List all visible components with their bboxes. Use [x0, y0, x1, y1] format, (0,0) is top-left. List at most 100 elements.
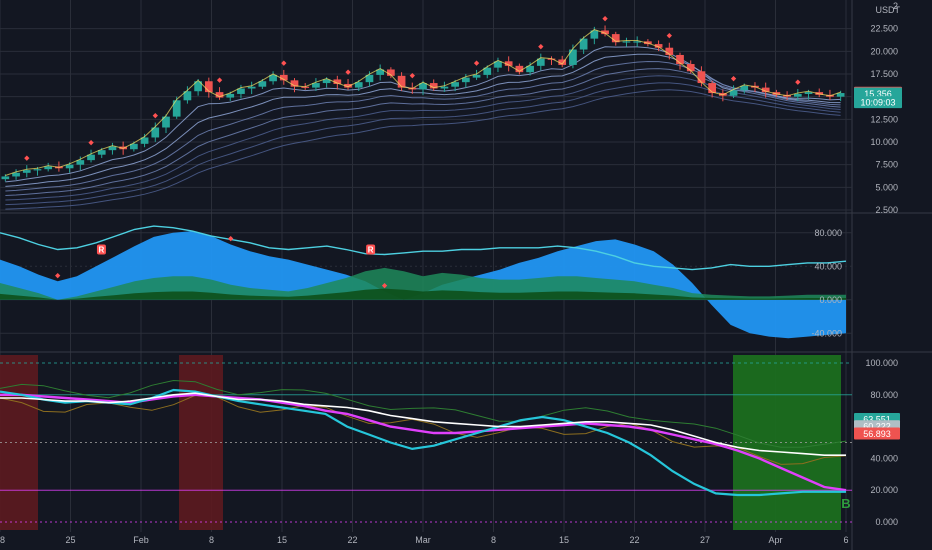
- candle-body-10: [108, 146, 117, 151]
- candle-body-58: [622, 41, 631, 43]
- candle-body-0: [1, 176, 10, 180]
- price-tick-label-5: 12.500: [870, 114, 898, 124]
- candle-body-75: [804, 92, 813, 94]
- osc-blue-area: [0, 231, 846, 339]
- price-tick-label-1: 22.500: [870, 24, 898, 34]
- candle-signal-14: ◆: [153, 113, 159, 120]
- candle-body-3: [33, 169, 42, 171]
- candle-signal-50: ◆: [538, 44, 544, 51]
- candle-body-50: [536, 58, 545, 66]
- price-tick-label-6: 10.000: [870, 137, 898, 147]
- candle-body-54: [579, 38, 588, 50]
- candle-body-34: [365, 74, 374, 83]
- candle-body-20: [215, 92, 224, 98]
- candle-body-18: [194, 81, 202, 92]
- osc-r-marker-1: R: [368, 246, 374, 255]
- date-tick-label-8: 15: [559, 535, 569, 545]
- candle-body-45: [483, 67, 492, 75]
- rsi-teal-line: [0, 388, 846, 497]
- candle-body-25: [269, 74, 277, 82]
- candle-body-35: [376, 69, 385, 75]
- candle-body-13: [140, 137, 149, 144]
- candle-body-33: [354, 82, 363, 88]
- candle-body-56: [601, 30, 609, 35]
- candle-signal-56: ◆: [602, 15, 608, 22]
- candle-body-71: [761, 87, 770, 93]
- price-tick-label-3: 17.500: [870, 69, 898, 79]
- rsi-white-line: [0, 392, 846, 457]
- candle-signal-2: ◆: [24, 155, 30, 162]
- date-tick-label-1: 25: [65, 535, 75, 545]
- price-tick-label-7: 7.500: [875, 160, 898, 170]
- osc-tick-label-1: 40.000: [814, 261, 842, 271]
- candle-body-23: [247, 86, 256, 89]
- oscillator-pane[interactable]: ◆ ◆ ◆ R R 80.000 40.000 0.000 -40.000: [0, 225, 852, 339]
- currency-label: USDT: [876, 5, 901, 15]
- candle-body-68: [729, 90, 738, 96]
- price-tick-label-0: 2: [893, 1, 898, 11]
- candle-body-62: [665, 47, 674, 55]
- candle-body-15: [162, 116, 170, 128]
- osc-tick-label-3: -40.000: [811, 328, 842, 338]
- candle-body-17: [183, 91, 192, 101]
- candle-body-78: [836, 93, 845, 97]
- rsi-pane[interactable]: B: [0, 355, 852, 530]
- candle-signal-44: ◆: [474, 60, 480, 67]
- rsi-thin-olive: [0, 394, 847, 465]
- rsi-tick-label-1: 80.000: [870, 390, 898, 400]
- date-tick-label-3: 8: [209, 535, 214, 545]
- rsi-tick-label-0: 100.000: [865, 358, 898, 368]
- candle-body-74: [793, 93, 802, 97]
- osc-signal-1: ◆: [228, 235, 234, 242]
- candle-body-30: [322, 79, 331, 84]
- candle-body-7: [76, 160, 85, 165]
- candle-signal-74: ◆: [795, 79, 801, 86]
- candle-body-4: [44, 166, 53, 170]
- price-pane[interactable]: ◆ ◆ ◆ ◆ ◆ ◆ ◆ ◆ ◆ ◆ ◆ ◆ ◆: [0, 15, 852, 211]
- osc-green-area: [0, 267, 846, 300]
- candle-body-49: [526, 65, 534, 73]
- osc-r-marker-bg-1: [366, 244, 376, 255]
- candle-body-36: [387, 69, 395, 76]
- candle-signal-8: ◆: [88, 140, 94, 147]
- price-tick-label-2: 20.000: [870, 46, 898, 56]
- candle-body-43: [461, 77, 470, 83]
- date-tick-label-12: 6: [843, 535, 848, 545]
- price-tick-label-9: 2.500: [875, 205, 898, 215]
- candle-signal-32: ◆: [345, 69, 351, 76]
- ribbon-line-5: [5, 82, 841, 206]
- candle-body-44: [472, 74, 481, 78]
- candle-body-6: [65, 164, 74, 169]
- date-tick-label-4: 15: [277, 535, 287, 545]
- osc-r-marker-0: R: [99, 246, 105, 255]
- candle-signal-38: ◆: [410, 73, 416, 80]
- candle-body-14: [151, 127, 160, 138]
- date-tick-label-5: 22: [347, 535, 357, 545]
- candle-body-19: [204, 81, 213, 93]
- osc-tick-label-2: 0.000: [819, 295, 842, 305]
- candle-body-59: [633, 41, 642, 43]
- date-tick-label-7: 8: [491, 535, 496, 545]
- candle-body-42: [451, 82, 459, 87]
- date-tick-label-9: 22: [629, 535, 639, 545]
- osc-signal-2: ◆: [382, 282, 388, 289]
- candle-body-26: [279, 74, 288, 81]
- candle-body-51: [547, 58, 556, 60]
- candle-body-16: [172, 100, 181, 117]
- candle-body-32: [344, 83, 352, 88]
- candle-body-39: [419, 83, 427, 90]
- candle-body-65: [697, 71, 706, 84]
- candle-body-37: [397, 75, 406, 88]
- candle-body-66: [708, 83, 716, 94]
- rsi-b-marker: B: [841, 496, 850, 511]
- osc-tick-label-0: 80.000: [814, 228, 842, 238]
- candle-body-2: [22, 170, 31, 173]
- date-tick-label-6: Mar: [415, 535, 431, 545]
- candle-body-53: [569, 49, 577, 65]
- candle-body-47: [504, 61, 513, 66]
- rsi-tick-label-5: 0.000: [875, 517, 898, 527]
- rsi-tag-label-0: 63.551: [863, 414, 891, 424]
- candle-body-9: [97, 150, 106, 155]
- candle-signal-20: ◆: [217, 77, 223, 84]
